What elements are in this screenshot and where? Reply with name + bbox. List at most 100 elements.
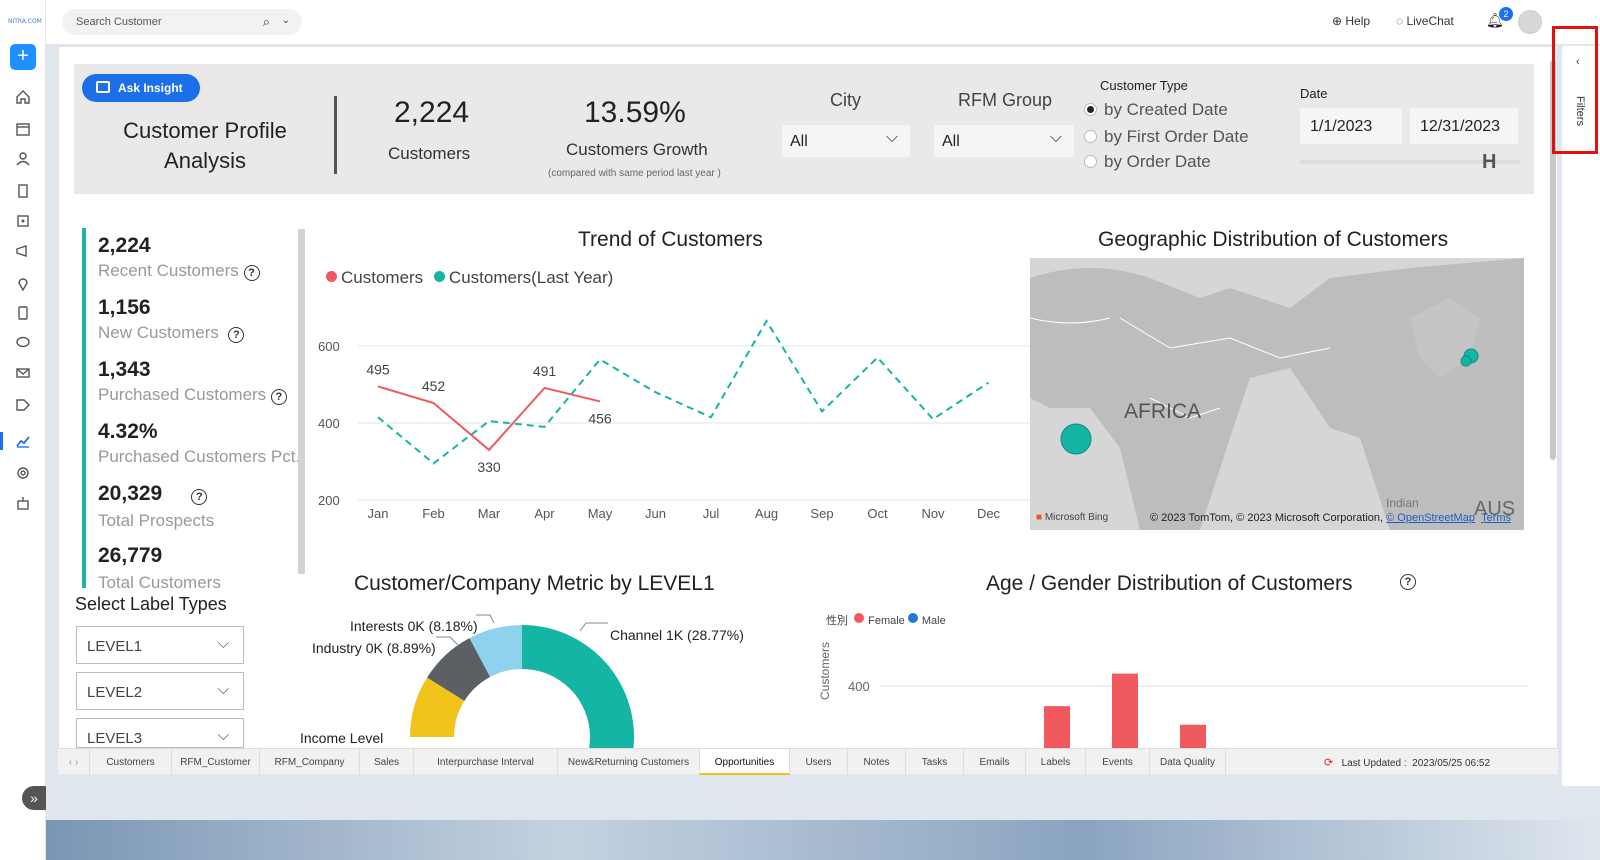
tab-emails[interactable]: Emails — [964, 749, 1026, 775]
home-icon[interactable] — [14, 88, 32, 106]
kpi-list: 2,224 Recent Customers ? 1,156 New Custo… — [82, 228, 304, 592]
tab-interpurchase-interval[interactable]: Interpurchase Interval — [414, 749, 558, 775]
terms-link[interactable]: Terms — [1481, 512, 1512, 524]
page-tabs: ‹ › Customers RFM_Customer RFM_Company Sale… — [58, 748, 1558, 775]
tab-customers[interactable]: Customers — [90, 749, 172, 775]
tab-labels[interactable]: Labels — [1026, 749, 1086, 775]
radio-first-order-date[interactable]: by First Order Date — [1084, 127, 1249, 147]
help-link[interactable]: ⊕ Help — [1332, 14, 1370, 28]
age-gender-bar[interactable] — [1044, 706, 1070, 748]
document-icon[interactable] — [14, 304, 32, 322]
expand-sidebar-button[interactable]: » — [22, 786, 46, 810]
date-end-input[interactable]: 12/31/2023 — [1410, 108, 1518, 144]
search-icon[interactable]: ⌕ — [262, 14, 270, 29]
avatar[interactable] — [1518, 10, 1542, 34]
filters-pane[interactable]: ‹ Filters — [1552, 26, 1600, 786]
tab-scroll-arrows[interactable]: ‹ › — [58, 749, 90, 775]
settings-icon[interactable] — [14, 464, 32, 482]
highlight-box — [1552, 26, 1598, 154]
kpi-value: 26,779 — [98, 544, 163, 567]
geo-map[interactable]: AFRICA Indian AUS ■ Microsoft Bing © 202… — [1030, 258, 1524, 530]
mail-icon[interactable] — [14, 364, 32, 382]
donut-slice[interactable] — [427, 638, 491, 701]
x-tick-label: Jan — [368, 506, 389, 521]
series-line-customers[interactable] — [377, 385, 601, 452]
analytics-icon[interactable] — [14, 432, 32, 450]
kpi-value: 2,224 — [98, 234, 151, 257]
series-line-last-year[interactable] — [377, 319, 990, 465]
tab-new-returning-customers[interactable]: New&Returning Customers — [558, 749, 700, 775]
tab-rfm-customer[interactable]: RFM_Customer — [172, 749, 260, 775]
insight-icon — [96, 81, 110, 93]
rfm-select[interactable]: All ⌵ — [934, 125, 1074, 157]
search-placeholder: Search Customer — [76, 16, 162, 28]
age-gender-bar[interactable] — [1180, 724, 1206, 748]
chevron-down-icon: ⌵ — [885, 129, 898, 146]
radio-dot[interactable] — [1084, 155, 1097, 168]
legend-dot-male — [907, 613, 918, 623]
legend-dot-last-year — [433, 271, 445, 282]
trend-chart: 200 400 600 Jan Feb Mar Apr May Jun Jul Aug Sep Oct N… — [318, 319, 1030, 521]
filters-label[interactable]: Filters — [1574, 96, 1586, 126]
calendar-icon[interactable] — [14, 120, 32, 138]
date-start-input[interactable]: 1/1/2023 — [1300, 108, 1402, 144]
help-icon[interactable]: ? — [1400, 574, 1416, 590]
legend-customers[interactable]: Customers — [341, 268, 424, 287]
tab-data-quality[interactable]: Data Quality — [1150, 749, 1226, 775]
ask-insight-button[interactable]: Ask Insight — [82, 74, 200, 102]
user-icon[interactable] — [14, 150, 32, 168]
help-icon[interactable]: ? — [191, 489, 208, 505]
refresh-icon[interactable]: ⟳ — [1324, 757, 1334, 769]
report-scrollbar[interactable] — [1550, 60, 1556, 460]
osm-link[interactable]: © OpenStreetMap — [1386, 512, 1475, 524]
add-button[interactable]: + — [10, 44, 36, 70]
radio-dot[interactable] — [1084, 103, 1097, 116]
donut-slice[interactable] — [410, 677, 465, 737]
y-tick-label: 200 — [318, 493, 340, 508]
help-icon[interactable]: ? — [243, 265, 260, 281]
tab-tasks[interactable]: Tasks — [906, 749, 964, 775]
event-icon[interactable] — [14, 212, 32, 230]
kpi-value: 1,156 — [98, 296, 151, 319]
map-bubble[interactable] — [1460, 355, 1472, 367]
legend-male[interactable]: Male — [921, 615, 946, 627]
tab-users[interactable]: Users — [790, 749, 848, 775]
date-slider-handle[interactable]: H — [1482, 151, 1497, 173]
plugin-icon[interactable] — [14, 494, 32, 512]
location-icon[interactable] — [14, 274, 32, 292]
map-bubble[interactable] — [1060, 423, 1092, 455]
donut-slice[interactable] — [522, 625, 634, 748]
help-icon[interactable]: ? — [228, 327, 245, 343]
city-select[interactable]: All ⌵ — [782, 125, 910, 157]
x-tick-label: Nov — [921, 506, 945, 521]
radio-order-date[interactable]: by Order Date — [1084, 152, 1211, 172]
livechat-link[interactable]: ◌ LiveChat — [1396, 14, 1454, 28]
legend-female[interactable]: Female — [868, 615, 905, 627]
radio-dot[interactable] — [1084, 130, 1097, 143]
legend-last-year[interactable]: Customers(Last Year) — [448, 268, 614, 287]
level3-select[interactable]: LEVEL3 ⌵ — [76, 718, 244, 748]
level2-select[interactable]: LEVEL2 ⌵ — [76, 672, 244, 710]
x-tick-label: Feb — [422, 506, 444, 521]
tab-rfm-company[interactable]: RFM_Company — [260, 749, 360, 775]
level1-select[interactable]: LEVEL1 ⌵ — [76, 626, 244, 664]
x-tick-label: Apr — [534, 506, 555, 521]
age-gender-bar[interactable] — [1112, 673, 1138, 748]
kpi-scrollbar[interactable] — [298, 229, 305, 574]
help-icon[interactable]: ? — [270, 389, 287, 405]
date-slider[interactable] — [1300, 160, 1520, 164]
tag-icon[interactable] — [14, 396, 32, 414]
tab-notes[interactable]: Notes — [848, 749, 906, 775]
megaphone-icon[interactable] — [14, 242, 32, 260]
chevron-down-icon[interactable]: ⌄ — [281, 15, 290, 26]
donut-slice[interactable] — [469, 625, 522, 677]
building-icon[interactable] — [14, 182, 32, 200]
radio-created-date[interactable]: by Created Date — [1084, 100, 1228, 120]
search-input[interactable]: Search Customer ⌕ ⌄ — [62, 9, 302, 35]
tab-events[interactable]: Events — [1086, 749, 1150, 775]
tab-opportunities[interactable]: Opportunities — [700, 749, 790, 775]
kpi-label: Purchased Customers Pct. — [98, 447, 301, 466]
chat-icon[interactable] — [14, 334, 32, 352]
tab-sales[interactable]: Sales — [360, 749, 414, 775]
chevron-left-icon[interactable]: ‹ — [1576, 56, 1580, 68]
